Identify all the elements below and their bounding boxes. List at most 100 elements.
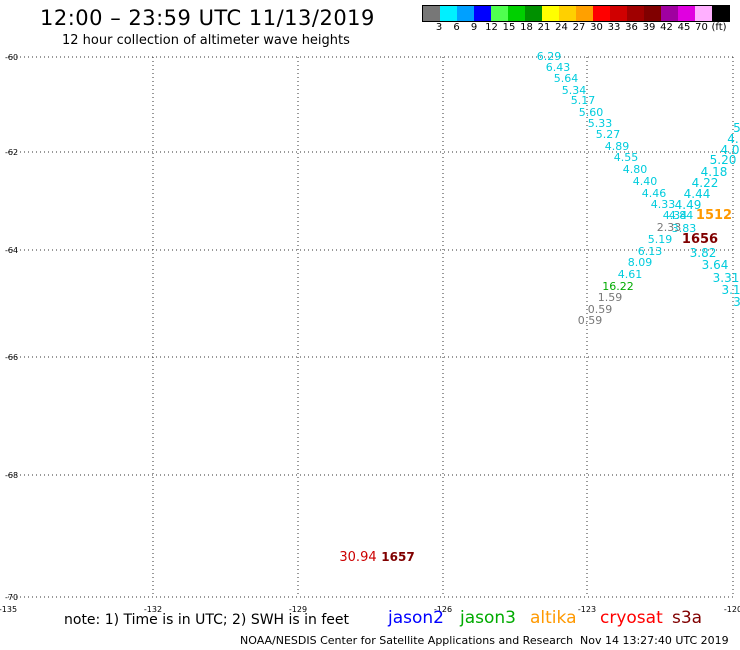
wave-height-value: 3.82 [690,246,717,260]
longitude-label: -123 [578,605,596,614]
color-scale-label: 33 [607,22,621,33]
longitude-labels: -135 -132 -129 -126 -123 -120 [0,605,740,614]
wave-height-value: 1657 [381,550,414,564]
wave-height-value: 30.94 [339,550,376,565]
color-scale-swatch [576,6,593,21]
wave-height-value: 1512 [696,208,732,223]
wave-height-value: 3.83 [672,222,697,235]
color-scale-label: 21 [537,22,551,33]
mission-legend-item: altika [530,608,577,628]
color-scale-swatch [440,6,457,21]
wave-height-value: 2.33 [657,221,682,234]
wave-height-value: 3 [733,295,740,309]
color-scale-swatch [661,6,678,21]
color-scale-swatch [457,6,474,21]
wave-height-value: 1.59 [598,291,623,304]
wave-height-value: 4.46 [642,187,667,200]
wave-height-value: 6.13 [638,245,663,258]
wave-height-value: 3.31 [713,271,740,285]
color-scale-label: (ft) [711,22,727,33]
wave-height-value: 5.64 [554,72,579,85]
latitude-label: -70 [5,593,18,602]
wave-height-value: 5.19 [648,233,673,246]
color-scale-label: 12 [485,22,498,33]
wave-height-value: 4.80 [623,163,648,176]
latitude-labels: -60 -62 -64 -66 -68 -70 [5,53,18,602]
color-scale-swatch [593,6,610,21]
wave-height-value: 4.34 [663,209,688,222]
color-scale-bar [422,5,730,22]
longitude-label: -135 [0,605,17,614]
color-scale-label: 30 [590,22,603,33]
color-scale-swatch [610,6,627,21]
wave-height-value: 4.44 [684,187,711,201]
color-scale-label: 18 [520,22,533,33]
wave-height-value: 1656 [682,232,718,247]
color-scale-label: 42 [660,22,673,33]
color-scale-swatch [508,6,525,21]
wave-height-value: 4.22 [692,176,719,190]
latitude-label: -64 [5,246,18,255]
wave-height-value: 4.18 [701,165,728,179]
color-scale-swatch [423,6,440,21]
color-scale-swatch [712,6,729,21]
color-scale-label: 15 [502,22,516,33]
wave-height-value: 5.33 [588,117,613,130]
wave-height-value: 5.17 [571,94,596,107]
wave-height-value: 6.43 [546,61,571,74]
longitude-label: -129 [289,605,307,614]
wave-height-value: 4.40 [633,175,658,188]
wave-height-value: 3.1 [721,283,740,297]
mission-legend-item: jason3 [460,608,516,628]
wave-height-points: 6.296.435.645.345.175.605.335.274.894.55… [339,50,740,565]
longitude-label: -132 [144,605,162,614]
color-scale-label: 45 [677,22,691,33]
longitude-label: -120 [724,605,740,614]
wave-height-value: 4.49 [675,198,702,212]
map-title: 12:00 – 23:59 UTC 11/13/2019 [40,6,375,30]
wave-height-value: 4.55 [614,151,639,164]
color-scale-label: 6 [453,22,460,33]
color-scale-swatch [491,6,508,21]
color-scale-swatch [644,6,661,21]
mission-legend-item: s3a [672,608,703,628]
wave-height-value: 4.84 [669,209,694,222]
mission-legend-item: jason2 [388,608,444,628]
color-scale-label: 9 [470,22,478,33]
latitude-label: -66 [5,353,18,362]
color-scale-label: 70 [695,22,708,33]
longitude-label: -126 [434,605,452,614]
wave-height-value: 4.0 [720,143,739,157]
mission-legend-item: cryosat [600,608,663,628]
color-scale-swatch [627,6,644,21]
color-scale-label: 36 [625,22,638,33]
wave-height-value: 16.22 [602,280,634,293]
color-scale-swatch [542,6,559,21]
color-scale-label: 24 [555,22,568,33]
map-grid [8,56,736,598]
generated-timestamp: Nov 14 13:27:40 UTC 2019 [580,634,729,647]
color-scale-swatch [678,6,695,21]
wave-height-value: 8.09 [628,256,653,269]
latitude-label: -60 [5,53,18,62]
wave-height-value: 4.89 [605,140,630,153]
units-note: note: 1) Time is in UTC; 2) SWH is in fe… [64,612,350,628]
wave-height-value: 4.33 [651,198,676,211]
color-scale-label: 3 [435,22,443,33]
color-scale-labels: 3 6 9 12 15 18 21 24 27 30 33 36 39 42 45 70 (ft) [422,22,740,36]
color-scale-label: 39 [642,22,656,33]
wave-height-value: 5.34 [562,84,587,97]
wave-height-value: 4. [727,132,738,146]
wave-height-value: 6.29 [537,50,562,63]
wave-height-value: 0.59 [588,303,613,316]
wave-height-value: 3.64 [702,258,729,272]
color-scale-swatch [695,6,712,21]
wave-height-value: 0.59 [578,314,603,327]
map-subtitle: 12 hour collection of altimeter wave hei… [62,33,350,48]
latitude-label: -68 [5,471,18,480]
wave-height-value: 5.60 [579,106,604,119]
wave-height-value: 5.27 [596,128,621,141]
credit-text: NOAA/NESDIS Center for Satellite Applica… [240,634,574,647]
latitude-label: -62 [5,148,18,157]
